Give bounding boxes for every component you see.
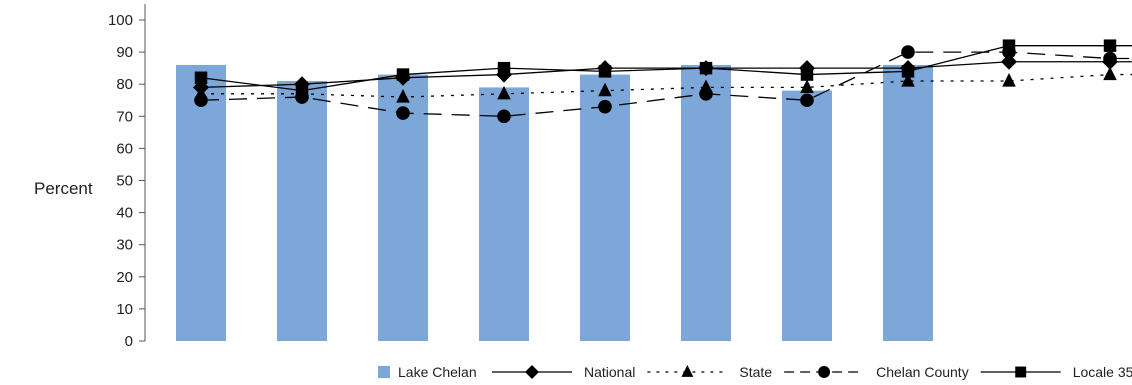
line-series bbox=[194, 45, 1132, 124]
square-marker bbox=[800, 68, 814, 81]
bar bbox=[479, 87, 529, 341]
y-tick-label: 20 bbox=[116, 269, 133, 286]
triangle-marker bbox=[800, 79, 814, 94]
diamond-marker bbox=[525, 365, 539, 379]
y-tick-label: 30 bbox=[116, 237, 133, 254]
legend-label: National bbox=[584, 364, 635, 380]
bar bbox=[883, 64, 933, 341]
circle-marker bbox=[1103, 51, 1117, 66]
square-marker bbox=[295, 84, 309, 97]
legend-label: Chelan County bbox=[876, 364, 969, 380]
square-marker bbox=[1002, 39, 1016, 52]
y-tick-label: 100 bbox=[108, 12, 133, 29]
circle-marker bbox=[194, 93, 208, 108]
legend-swatch bbox=[378, 366, 390, 378]
y-tick-label: 50 bbox=[116, 173, 133, 190]
triangle-marker bbox=[497, 85, 511, 100]
circle-marker bbox=[598, 99, 612, 114]
square-marker bbox=[1015, 366, 1027, 378]
square-marker bbox=[497, 61, 511, 75]
y-tick-label: 90 bbox=[116, 44, 133, 61]
bar-series bbox=[176, 64, 933, 342]
y-axis: 0 10 20 30 40 50 60 70 80 90 100 bbox=[108, 4, 146, 350]
triangle-marker bbox=[681, 365, 694, 377]
bar bbox=[277, 80, 327, 342]
circle-marker bbox=[497, 109, 511, 124]
line-series-group bbox=[193, 39, 1132, 124]
square-marker bbox=[1103, 39, 1117, 52]
circle-marker bbox=[800, 93, 814, 108]
line-series bbox=[194, 66, 1132, 103]
y-tick-label: 10 bbox=[116, 301, 133, 318]
series-line bbox=[201, 73, 1132, 98]
circle-marker bbox=[699, 87, 713, 101]
triangle-marker bbox=[396, 89, 410, 103]
legend-label: Lake Chelan bbox=[398, 364, 477, 380]
y-tick-label: 80 bbox=[116, 76, 133, 93]
square-marker bbox=[598, 65, 612, 78]
y-tick-label: 0 bbox=[125, 333, 133, 350]
y-tick-label: 60 bbox=[116, 140, 133, 157]
bar bbox=[176, 64, 226, 341]
diamond-marker bbox=[1001, 53, 1017, 70]
triangle-marker bbox=[1103, 66, 1117, 81]
square-marker bbox=[699, 61, 713, 75]
series-line bbox=[200, 61, 1132, 89]
square-marker bbox=[396, 68, 410, 81]
triangle-marker bbox=[1002, 72, 1016, 87]
triangle-marker bbox=[598, 82, 612, 97]
square-marker bbox=[194, 71, 208, 85]
line-series bbox=[194, 39, 1132, 97]
legend-label: State bbox=[739, 364, 772, 380]
bar bbox=[782, 90, 832, 342]
y-axis-label: Percent bbox=[34, 179, 93, 198]
square-marker bbox=[901, 65, 915, 78]
circle-marker bbox=[818, 366, 831, 378]
circle-marker bbox=[396, 106, 410, 120]
y-tick-label: 70 bbox=[116, 108, 133, 125]
legend: Lake Chelan National State Chelan County Loc… bbox=[378, 364, 1132, 380]
bar bbox=[580, 74, 630, 341]
y-tick-label: 40 bbox=[116, 205, 133, 222]
triangle-marker bbox=[901, 72, 915, 87]
circle-marker bbox=[901, 45, 915, 59]
bar bbox=[681, 64, 731, 341]
legend-label: Locale 35 bbox=[1073, 364, 1132, 380]
